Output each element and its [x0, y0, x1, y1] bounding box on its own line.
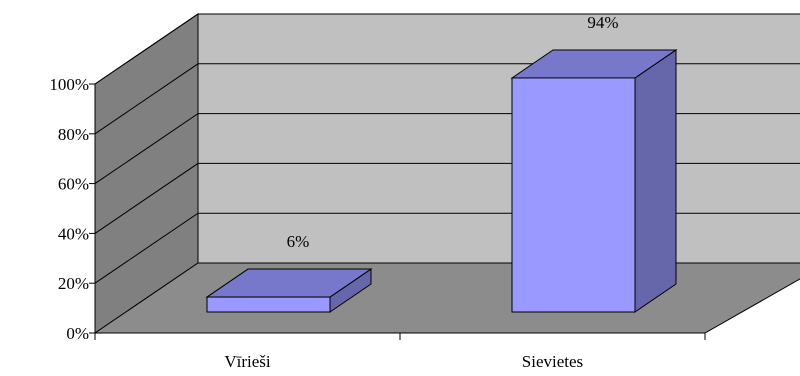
chart-bars: [205, 48, 678, 313]
gridline-5: [94, 13, 800, 85]
chart-labels: 6% Vīrieši 94% Sievietes: [224, 13, 618, 371]
chart-axes: 0% 20% 40% 60% 80% 100%: [49, 75, 706, 343]
y-tick-label: 100%: [49, 75, 89, 94]
y-tick-label: 20%: [58, 274, 89, 293]
data-label: 94%: [587, 13, 618, 32]
category-label: Sievietes: [522, 352, 583, 371]
y-tick-label: 80%: [58, 125, 89, 144]
y-tick-label: 40%: [58, 224, 89, 243]
y-tick-label: 0%: [66, 324, 89, 343]
bar-front: [206, 296, 331, 313]
bar-front: [511, 77, 636, 313]
category-label: Vīrieši: [224, 352, 271, 371]
back-wall: [197, 13, 800, 264]
bar-side: [634, 48, 677, 313]
floor: [93, 262, 800, 334]
data-label: 6%: [287, 232, 310, 251]
y-tick-label: 60%: [58, 175, 89, 194]
chart-walls: [93, 13, 800, 334]
bar-0: [205, 268, 373, 313]
bar-1: [510, 48, 678, 313]
